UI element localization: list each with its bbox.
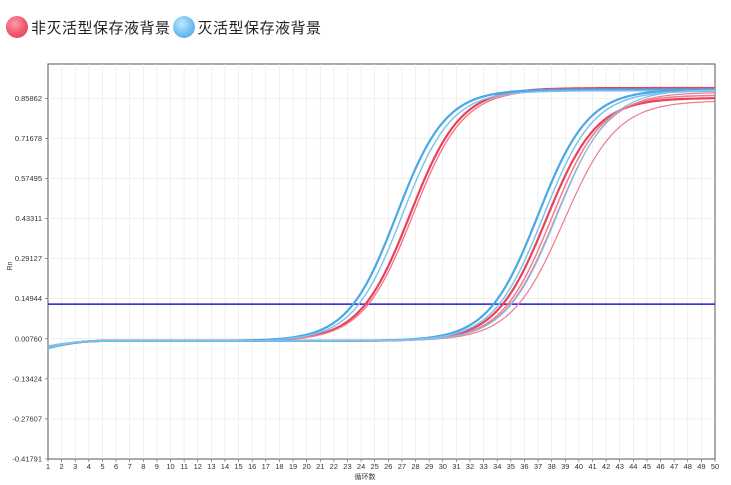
x-tick-label: 24 <box>357 462 365 471</box>
x-tick-label: 27 <box>398 462 406 471</box>
x-tick-label: 15 <box>234 462 242 471</box>
x-tick-label: 47 <box>670 462 678 471</box>
x-tick-label: 29 <box>425 462 433 471</box>
legend-item-non-inactivated: 非灭活型保存液背景 <box>6 16 171 38</box>
x-tick-label: 10 <box>166 462 174 471</box>
x-tick-label: 20 <box>302 462 310 471</box>
x-tick-label: 45 <box>643 462 651 471</box>
x-tick-label: 17 <box>262 462 270 471</box>
x-tick-label: 1 <box>46 462 50 471</box>
y-axis-ticks: 0.85862 0.71678 0.57495 0.43311 0.29127 0.149… <box>12 94 48 464</box>
y-tick-label: 0.00760 <box>15 334 42 343</box>
x-tick-label: 31 <box>452 462 460 471</box>
y-tick-label: 0.57495 <box>15 174 42 183</box>
x-tick-label: 21 <box>316 462 324 471</box>
x-tick-label: 43 <box>616 462 624 471</box>
plot-area <box>47 63 716 460</box>
y-tick-label: -0.13424 <box>12 374 42 383</box>
x-tick-label: 2 <box>60 462 64 471</box>
y-tick-label: 0.71678 <box>15 134 42 143</box>
x-tick-label: 50 <box>711 462 719 471</box>
x-tick-label: 14 <box>221 462 229 471</box>
x-tick-label: 3 <box>73 462 77 471</box>
x-tick-label: 11 <box>180 462 188 471</box>
x-axis-ticks: 1 2 3 4 5 6 7 8 9 10 11 12 13 14 15 16 17 18 19 20 21 22 23 24 2… <box>46 459 719 471</box>
x-tick-label: 25 <box>371 462 379 471</box>
x-tick-label: 48 <box>684 462 692 471</box>
x-tick-label: 37 <box>534 462 542 471</box>
amplification-curves <box>47 86 716 350</box>
x-tick-label: 12 <box>194 462 202 471</box>
x-tick-label: 23 <box>343 462 351 471</box>
x-tick-label: 30 <box>439 462 447 471</box>
x-axis-title: 循环数 <box>355 472 376 481</box>
y-tick-label: -0.27607 <box>12 414 42 423</box>
x-tick-label: 18 <box>275 462 283 471</box>
x-tick-label: 34 <box>493 462 501 471</box>
x-tick-label: 13 <box>207 462 215 471</box>
x-tick-label: 9 <box>155 462 159 471</box>
chart-legend: 非灭活型保存液背景 灭活型保存液背景 <box>6 12 324 42</box>
x-tick-label: 39 <box>561 462 569 471</box>
legend-blue-dot-icon <box>172 16 195 38</box>
legend-label-non-inactivated: 非灭活型保存液背景 <box>31 18 171 37</box>
y-tick-label: 0.43311 <box>15 214 42 223</box>
y-tick-label: 0.85862 <box>15 94 42 103</box>
x-tick-label: 49 <box>697 462 705 471</box>
x-tick-label: 33 <box>479 462 487 471</box>
legend-label-inactivated: 灭活型保存液背景 <box>197 18 322 37</box>
x-tick-label: 41 <box>588 462 596 471</box>
x-tick-label: 46 <box>656 462 664 471</box>
x-tick-label: 5 <box>100 462 104 471</box>
y-tick-label: -0.41791 <box>12 455 42 464</box>
x-tick-label: 26 <box>384 462 392 471</box>
x-tick-label: 44 <box>629 462 637 471</box>
x-tick-label: 42 <box>602 462 610 471</box>
x-tick-label: 8 <box>141 462 145 471</box>
x-tick-label: 40 <box>575 462 583 471</box>
legend-red-dot-icon <box>6 16 28 38</box>
x-tick-label: 32 <box>466 462 474 471</box>
legend-item-inactivated: 灭活型保存液背景 <box>172 16 322 38</box>
x-tick-label: 28 <box>411 462 419 471</box>
x-tick-label: 19 <box>289 462 297 471</box>
x-tick-label: 22 <box>330 462 338 471</box>
grid-lines <box>48 64 715 459</box>
y-axis-title: Rn <box>7 261 14 270</box>
y-tick-label: 0.29127 <box>15 254 42 263</box>
y-tick-label: 0.14944 <box>15 294 42 303</box>
x-tick-label: 16 <box>248 462 256 471</box>
x-tick-label: 7 <box>128 462 132 471</box>
curve-blue-10 <box>47 89 716 349</box>
x-tick-label: 4 <box>87 462 91 471</box>
x-tick-label: 6 <box>114 462 118 471</box>
x-tick-label: 35 <box>507 462 515 471</box>
x-tick-label: 38 <box>547 462 555 471</box>
x-tick-label: 36 <box>520 462 528 471</box>
